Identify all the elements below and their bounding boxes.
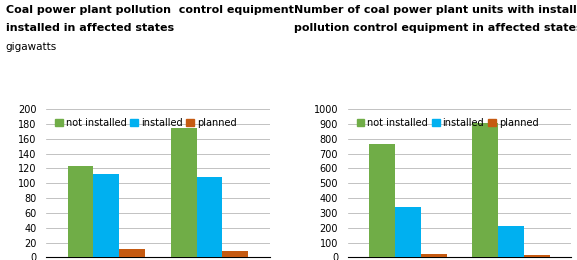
Bar xyxy=(395,207,421,257)
Legend: not installed, installed, planned: not installed, installed, planned xyxy=(353,114,542,132)
Bar xyxy=(68,166,93,257)
Bar xyxy=(498,225,524,257)
Bar xyxy=(222,251,248,257)
Bar xyxy=(119,249,145,257)
Bar xyxy=(369,144,395,257)
Text: pollution control equipment in affected states: pollution control equipment in affected … xyxy=(294,23,577,33)
Bar xyxy=(524,255,550,257)
Bar xyxy=(197,177,222,257)
Bar xyxy=(93,174,119,257)
Text: Number of coal power plant units with installed: Number of coal power plant units with in… xyxy=(294,5,577,15)
Legend: not installed, installed, planned: not installed, installed, planned xyxy=(51,114,241,132)
Bar xyxy=(421,254,447,257)
Text: Coal power plant pollution  control equipment: Coal power plant pollution control equip… xyxy=(6,5,294,15)
Text: installed in affected states: installed in affected states xyxy=(6,23,174,33)
Text: gigawatts: gigawatts xyxy=(6,42,57,51)
Bar xyxy=(171,128,197,257)
Bar xyxy=(473,122,498,257)
